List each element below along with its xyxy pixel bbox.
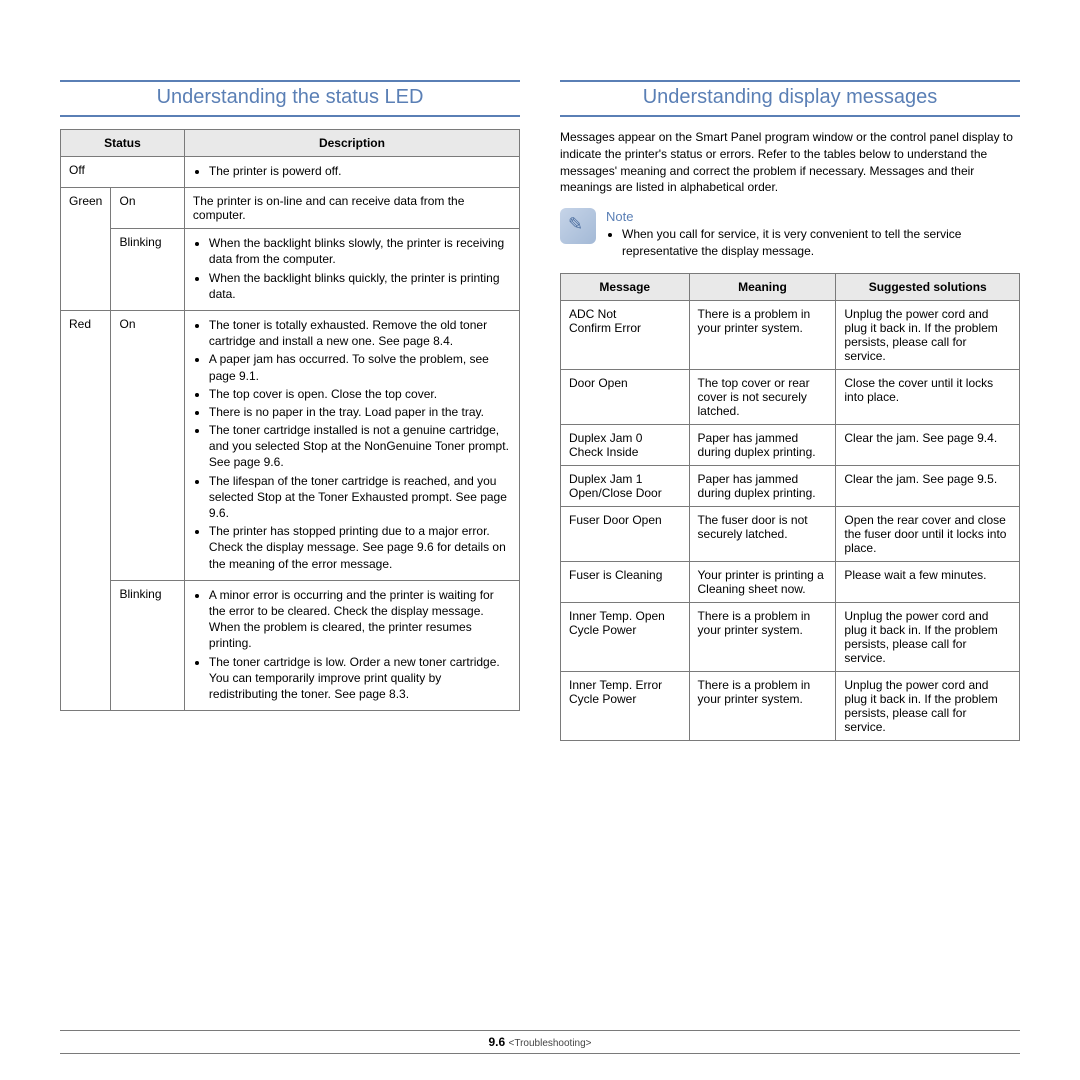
desc-cell: When the backlight blinks slowly, the pr… xyxy=(184,229,519,311)
page-number: 9.6 xyxy=(488,1035,505,1049)
status-color: Green xyxy=(61,188,111,311)
message-cell: Inner Temp. Error Cycle Power xyxy=(561,671,690,740)
header-message: Message xyxy=(561,273,690,300)
section-title-led: Understanding the status LED xyxy=(60,80,520,117)
message-table: Message Meaning Suggested solutions ADC … xyxy=(560,273,1020,741)
message-cell: Duplex Jam 1 Open/Close Door xyxy=(561,465,690,506)
header-solutions: Suggested solutions xyxy=(836,273,1020,300)
chapter-name: <Troubleshooting> xyxy=(509,1038,592,1049)
table-row: Blinking A minor error is occurring and … xyxy=(61,580,520,710)
meaning-cell: Your printer is printing a Cleaning shee… xyxy=(689,561,836,602)
solution-cell: Close the cover until it locks into plac… xyxy=(836,369,1020,424)
intro-text: Messages appear on the Smart Panel progr… xyxy=(560,129,1020,196)
desc-cell: A minor error is occurring and the print… xyxy=(184,580,519,710)
message-cell: Duplex Jam 0 Check Inside xyxy=(561,424,690,465)
table-row: Red On The toner is totally exhausted. R… xyxy=(61,310,520,580)
meaning-cell: The top cover or rear cover is not secur… xyxy=(689,369,836,424)
table-row: Duplex Jam 0 Check InsidePaper has jamme… xyxy=(561,424,1020,465)
header-description: Description xyxy=(184,130,519,157)
status-state: On xyxy=(111,188,184,229)
solution-cell: Please wait a few minutes. xyxy=(836,561,1020,602)
message-cell: Fuser is Cleaning xyxy=(561,561,690,602)
meaning-cell: Paper has jammed during duplex printing. xyxy=(689,424,836,465)
bullet-text: The top cover is open. Close the top cov… xyxy=(209,386,511,402)
message-cell: Door Open xyxy=(561,369,690,424)
table-row: Blinking When the backlight blinks slowl… xyxy=(61,229,520,311)
solution-cell: Open the rear cover and close the fuser … xyxy=(836,506,1020,561)
solution-cell: Unplug the power cord and plug it back i… xyxy=(836,300,1020,369)
note-text: Note When you call for service, it is ve… xyxy=(606,208,1020,261)
status-table: Status Description Off The printer is po… xyxy=(60,129,520,711)
meaning-cell: Paper has jammed during duplex printing. xyxy=(689,465,836,506)
status-state: Blinking xyxy=(111,580,184,710)
table-row: Fuser is CleaningYour printer is printin… xyxy=(561,561,1020,602)
table-row: Duplex Jam 1 Open/Close DoorPaper has ja… xyxy=(561,465,1020,506)
meaning-cell: The fuser door is not securely latched. xyxy=(689,506,836,561)
status-cell: Off xyxy=(61,157,185,188)
bullet-text: The toner cartridge installed is not a g… xyxy=(209,422,511,471)
table-row: Off The printer is powerd off. xyxy=(61,157,520,188)
table-row: Inner Temp. Error Cycle PowerThere is a … xyxy=(561,671,1020,740)
bullet-text: A minor error is occurring and the print… xyxy=(209,587,511,652)
bullet-text: The toner cartridge is low. Order a new … xyxy=(209,654,511,703)
bullet-text: There is no paper in the tray. Load pape… xyxy=(209,404,511,420)
table-header-row: Status Description xyxy=(61,130,520,157)
section-title-messages: Understanding display messages xyxy=(560,80,1020,117)
note-icon xyxy=(560,208,596,244)
table-row: Green On The printer is on-line and can … xyxy=(61,188,520,229)
message-cell: Inner Temp. Open Cycle Power xyxy=(561,602,690,671)
bullet-text: When the backlight blinks slowly, the pr… xyxy=(209,235,511,267)
left-column: Understanding the status LED Status Desc… xyxy=(60,80,520,741)
table-header-row: Message Meaning Suggested solutions xyxy=(561,273,1020,300)
header-status: Status xyxy=(61,130,185,157)
page: Understanding the status LED Status Desc… xyxy=(0,0,1080,781)
bullet-text: The printer is powerd off. xyxy=(209,163,511,179)
desc-cell: The printer is powerd off. xyxy=(184,157,519,188)
page-footer: 9.6 <Troubleshooting> xyxy=(60,1030,1020,1054)
table-row: Fuser Door OpenThe fuser door is not sec… xyxy=(561,506,1020,561)
meaning-cell: There is a problem in your printer syste… xyxy=(689,671,836,740)
status-state: On xyxy=(111,310,184,580)
note-block: Note When you call for service, it is ve… xyxy=(560,208,1020,261)
bullet-text: The printer has stopped printing due to … xyxy=(209,523,511,572)
status-state: Blinking xyxy=(111,229,184,311)
note-bullet: When you call for service, it is very co… xyxy=(622,226,1020,258)
status-color: Red xyxy=(61,310,111,710)
bullet-text: When the backlight blinks quickly, the p… xyxy=(209,270,511,302)
right-column: Understanding display messages Messages … xyxy=(560,80,1020,741)
message-cell: Fuser Door Open xyxy=(561,506,690,561)
header-meaning: Meaning xyxy=(689,273,836,300)
note-label: Note xyxy=(606,208,1020,226)
desc-cell: The printer is on-line and can receive d… xyxy=(184,188,519,229)
table-row: Door OpenThe top cover or rear cover is … xyxy=(561,369,1020,424)
meaning-cell: There is a problem in your printer syste… xyxy=(689,602,836,671)
table-row: ADC Not Confirm ErrorThere is a problem … xyxy=(561,300,1020,369)
desc-cell: The toner is totally exhausted. Remove t… xyxy=(184,310,519,580)
bullet-text: The toner is totally exhausted. Remove t… xyxy=(209,317,511,349)
table-row: Inner Temp. Open Cycle PowerThere is a p… xyxy=(561,602,1020,671)
solution-cell: Clear the jam. See page 9.5. xyxy=(836,465,1020,506)
meaning-cell: There is a problem in your printer syste… xyxy=(689,300,836,369)
bullet-text: The lifespan of the toner cartridge is r… xyxy=(209,473,511,522)
bullet-text: A paper jam has occurred. To solve the p… xyxy=(209,351,511,383)
solution-cell: Unplug the power cord and plug it back i… xyxy=(836,602,1020,671)
solution-cell: Clear the jam. See page 9.4. xyxy=(836,424,1020,465)
message-cell: ADC Not Confirm Error xyxy=(561,300,690,369)
solution-cell: Unplug the power cord and plug it back i… xyxy=(836,671,1020,740)
